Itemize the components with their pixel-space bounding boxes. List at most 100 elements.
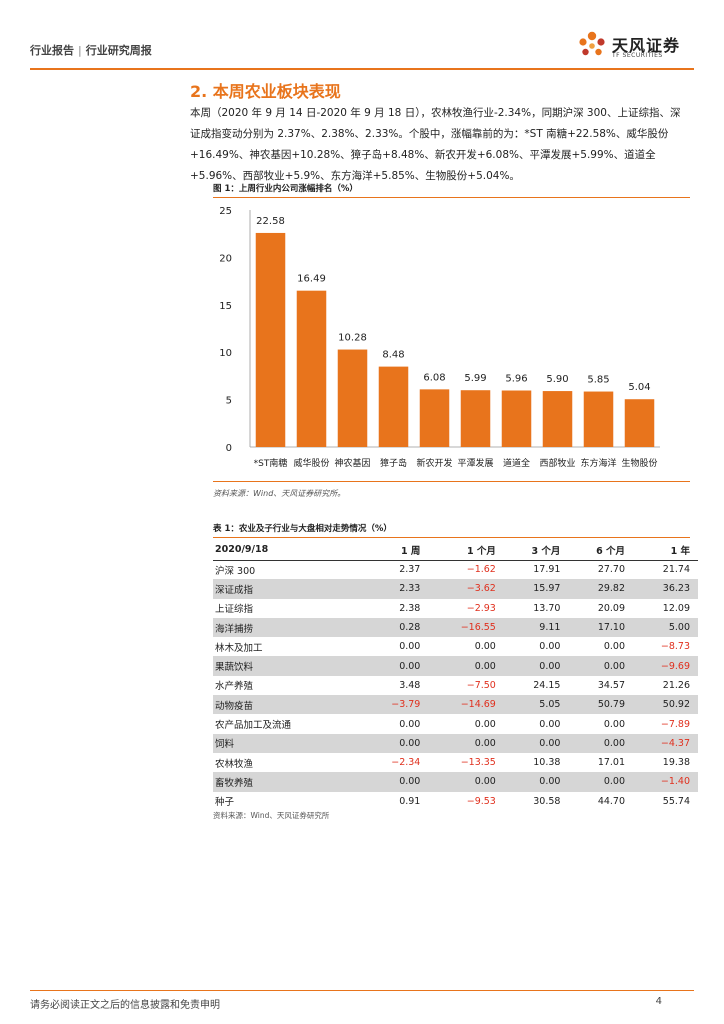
header-report-type: 行业研究周报: [85, 44, 152, 57]
y-tick-label: 15: [219, 301, 232, 312]
row-value: 29.82: [568, 579, 634, 599]
bar: [501, 390, 532, 447]
x-tick-label: 威华股份: [293, 457, 329, 469]
row-value: 2.38: [399, 602, 421, 614]
row-value: 0.00: [363, 656, 429, 676]
logo-subtitle: TF SECURITIES: [612, 52, 663, 59]
row-value: 20.09: [597, 602, 626, 614]
row-value: 3.48: [399, 679, 421, 691]
header-1m: 1 个月: [428, 540, 504, 561]
bar: [419, 389, 450, 447]
value-labels-group: 22.58 16.49 10.28 8.48 6.08 5.99 5.96 5.90 5.85 5…: [256, 216, 650, 393]
footer-disclaimer: 请务必阅读正文之后的信息披露和免责申明: [30, 1000, 220, 1011]
page-header: 行业报告 | 行业研究周报 天风证券 TF SECURITIES: [30, 30, 694, 68]
row-value: −3.79: [363, 695, 429, 715]
row-value: 50.92: [633, 695, 698, 715]
row-value: 0.28: [363, 617, 429, 638]
row-value: −1.62: [466, 564, 496, 576]
x-tick-label: 神农基因: [334, 457, 370, 469]
x-tick-label: 东方海洋: [580, 457, 616, 469]
row-value: 9.11: [503, 617, 569, 638]
table-row: 沪深 300 2.37 −1.62 17.91 27.70 21.74: [213, 560, 698, 579]
row-value: 0.00: [568, 733, 634, 753]
row-value: 21.26: [662, 679, 690, 691]
x-tick-labels-group: *ST南糖 威华股份 神农基因 獐子岛 新农开发 平潭发展 道道全 西部牧业 东方海洋 生物股份: [254, 457, 658, 469]
y-tick-label: 0: [226, 443, 232, 454]
bar: [583, 391, 614, 447]
bar-value-label: 10.28: [338, 333, 367, 344]
table-source: 资料来源：Wind、天风证券研究所: [213, 811, 330, 820]
row-value: 2.33: [363, 579, 429, 599]
header-1y: 1 年: [633, 540, 698, 561]
row-value: −8.73: [660, 641, 690, 653]
table-top-rule: [213, 537, 690, 538]
table-row: 畜牧养殖 0.00 0.00 0.00 0.00 −1.40: [213, 772, 698, 792]
bar-value-label: 5.85: [587, 375, 609, 386]
footer-divider: [30, 990, 694, 991]
row-label: 海洋捕捞: [213, 617, 364, 638]
y-tick-label: 25: [219, 206, 232, 217]
table-row: 农林牧渔 −2.34 −13.35 10.38 17.01 19.38: [213, 753, 698, 772]
x-tick-label: 道道全: [503, 457, 530, 469]
row-value: 30.58: [533, 795, 561, 807]
row-label: 果蔬饮料: [213, 656, 364, 676]
header-1w: 1 周: [363, 540, 429, 561]
x-tick-label: 西部牧业: [539, 457, 575, 469]
row-value: 0.91: [399, 795, 421, 807]
row-label: 农林牧渔: [215, 758, 254, 770]
table-row: 上证综指 2.38 −2.93 13.70 20.09 12.09: [213, 599, 698, 618]
y-tick-label: 10: [219, 348, 232, 359]
row-value: 21.74: [662, 564, 690, 576]
bar-value-label: 5.96: [505, 373, 527, 384]
row-value: 12.09: [662, 602, 690, 614]
bar: [378, 366, 409, 447]
row-value: 15.97: [503, 579, 569, 599]
bar-value-label: 5.90: [546, 374, 568, 385]
table-row: 动物疫苗 −3.79 −14.69 5.05 50.79 50.92: [213, 695, 698, 715]
header-category: 行业报告: [30, 44, 74, 57]
row-value: 0.00: [428, 772, 504, 792]
row-value: 0.00: [539, 641, 561, 653]
row-value: −3.62: [428, 579, 504, 599]
row-label: 种子: [215, 797, 235, 809]
row-value: 0.00: [503, 656, 569, 676]
row-value: 5.00: [633, 617, 698, 638]
row-value: 0.00: [399, 718, 421, 730]
row-value: 10.38: [533, 757, 561, 769]
logo-name: 天风证券: [612, 36, 681, 55]
y-tick-label: 20: [219, 253, 232, 264]
row-value: 19.38: [662, 757, 690, 769]
bar: [337, 349, 368, 447]
x-tick-label: *ST南糖: [254, 457, 288, 469]
page-number: 4: [655, 996, 662, 1007]
bars-group: [255, 232, 655, 447]
row-label: 畜牧养殖: [213, 772, 364, 792]
table-header-row: 2020/9/18 1 周 1 个月 3 个月 6 个月 1 年: [213, 540, 698, 561]
table-row: 种子 0.91 −9.53 30.58 44.70 55.74: [213, 792, 698, 811]
row-value: −7.50: [466, 679, 496, 691]
row-value: 0.00: [428, 733, 504, 753]
header-6m: 6 个月: [568, 540, 634, 561]
row-value: 0.00: [363, 733, 429, 753]
header-breadcrumb: 行业报告 | 行业研究周报: [30, 42, 152, 58]
row-value: 36.23: [633, 579, 698, 599]
x-tick-label: 平潭发展: [457, 457, 493, 469]
row-label: 动物疫苗: [213, 695, 364, 715]
row-value: 34.57: [597, 679, 626, 691]
figure-title: 图 1：上周行业内公司涨幅排名（%）: [213, 184, 358, 194]
row-label: 林木及加工: [215, 642, 263, 654]
bar: [255, 232, 286, 447]
row-value: 0.00: [539, 718, 561, 730]
row-value: −4.37: [633, 733, 698, 753]
table-row: 深证成指 2.33 −3.62 15.97 29.82 36.23: [213, 579, 698, 599]
header-separator: |: [78, 44, 82, 57]
table-row: 果蔬饮料 0.00 0.00 0.00 0.00 −9.69: [213, 656, 698, 676]
section-title: 2. 本周农业板块表现: [190, 82, 341, 101]
row-value: 50.79: [568, 695, 634, 715]
row-value: 0.00: [503, 772, 569, 792]
row-value: 0.00: [363, 772, 429, 792]
row-label: 上证综指: [215, 604, 254, 616]
row-value: 5.05: [503, 695, 569, 715]
row-value: 24.15: [533, 679, 561, 691]
gainers-bar-chart: 0 5 10 15 20 25 22.58 16.49 10.28 8.48 6.08 5.99 5.…: [219, 206, 660, 469]
